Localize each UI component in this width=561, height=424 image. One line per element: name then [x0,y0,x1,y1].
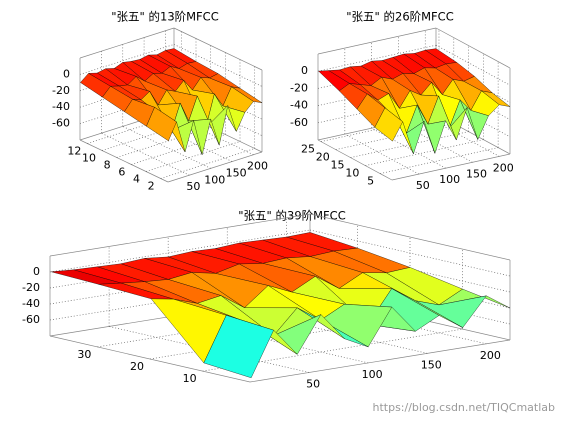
x-tick-label: 50 [186,180,200,193]
chart-title: "张五" 的13阶MFCC [111,10,218,24]
axis-box [79,139,169,183]
x-tick-label: 50 [306,377,320,390]
x-tick-label: 200 [480,349,501,362]
surface-face [374,107,403,142]
y-tick-label: 12 [67,145,81,158]
grid-line [365,139,484,166]
axis-box [309,213,511,261]
chart-title: "张五" 的39阶MFCC [238,209,345,223]
x-tick-label: 150 [421,358,442,371]
x-tick-label: 100 [439,173,460,186]
y-tick-label: 10 [345,167,359,180]
axis-box [167,151,263,183]
watermark: https://blog.csdn.net/TIQCmatlab [372,401,555,414]
x-tick-label: 100 [204,173,225,186]
z-tick-label: 0 [301,64,308,77]
axis-box [435,27,511,69]
grid-line [202,328,463,372]
z-tick-label: -20 [22,281,40,294]
grid-line [317,44,437,72]
grid-line [344,133,419,175]
y-tick-label: 8 [104,159,111,172]
x-tick-label: 200 [247,160,268,173]
axis-box [317,27,437,55]
x-tick-label: 100 [362,368,383,381]
grid-line [173,44,263,87]
grid-line [425,116,500,157]
axis-box [249,339,511,383]
grid-line [101,132,190,176]
grid-line [122,126,211,169]
y-tick-label: 4 [133,173,140,186]
axis-box [79,27,175,59]
x-tick-label: 50 [416,179,430,192]
y-tick-label: 2 [148,180,155,193]
x-tick-label: 200 [493,161,514,174]
surface-face [203,315,274,379]
y-tick-label: 10 [82,152,96,165]
z-tick-label: 0 [33,265,40,278]
surface-face [146,107,177,142]
grid-line [435,44,511,86]
z-tick-label: -20 [52,84,70,97]
grid-line [49,229,311,273]
chart-title: "张五" 的26阶MFCC [346,10,453,24]
axis-box [173,27,263,71]
x-tick-label: 150 [226,167,247,180]
axis-box [391,153,511,181]
z-tick-label: 0 [63,67,70,80]
axis-box [49,213,311,257]
y-tick-label: 5 [367,175,374,188]
y-tick-label: 25 [301,143,315,156]
y-tick-label: 20 [316,151,330,164]
y-tick-label: 20 [130,360,144,373]
z-tick-label: -40 [290,99,308,112]
z-tick-label: -40 [52,100,70,113]
z-tick-label: -20 [290,81,308,94]
x-tick-label: 150 [466,167,487,180]
z-tick-label: -60 [22,313,40,326]
grid-line [371,127,446,169]
y-tick-label: 15 [331,159,345,172]
axis-box [317,139,393,181]
z-tick-label: -40 [22,297,40,310]
y-tick-label: 10 [183,372,197,385]
z-tick-label: -60 [290,116,308,129]
y-tick-label: 30 [77,348,91,361]
z-tick-label: -60 [52,117,70,130]
y-tick-label: 6 [118,166,125,179]
grid-line [380,147,499,174]
